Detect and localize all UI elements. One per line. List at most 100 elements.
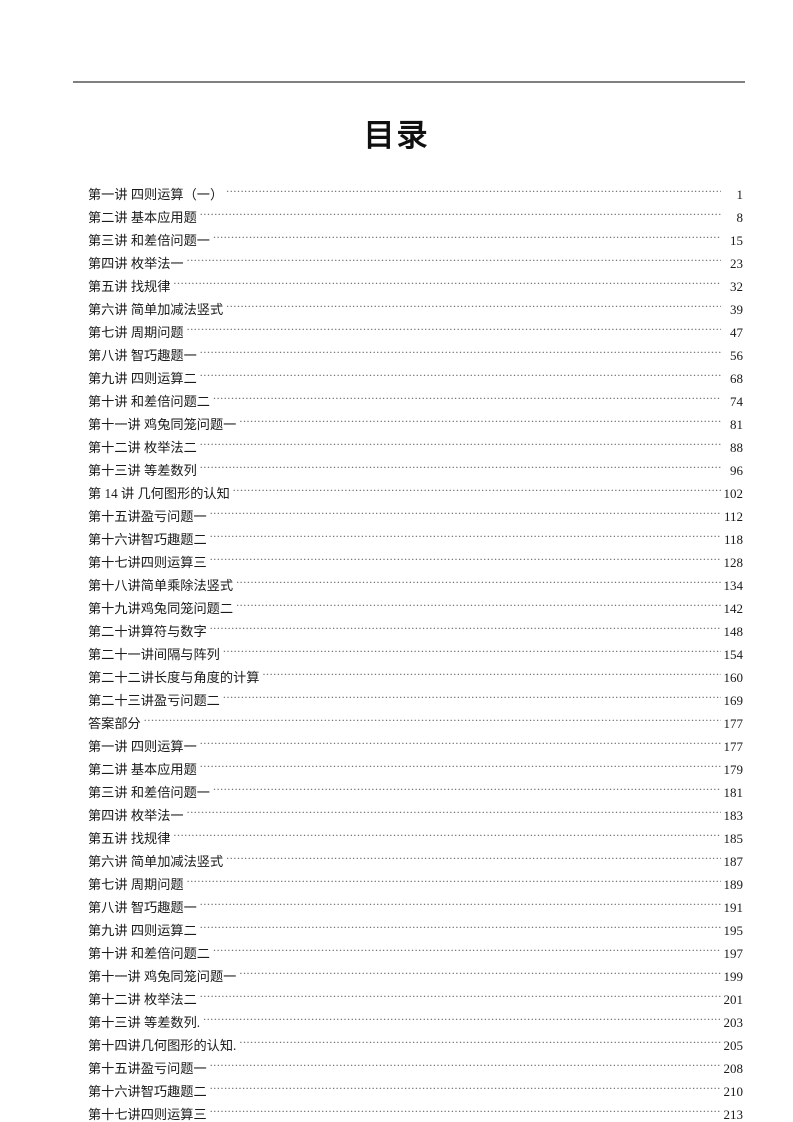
toc-entry[interactable]: 第二讲 基本应用题 8 — [88, 206, 743, 229]
toc-entry[interactable]: 第十一讲 鸡兔同笼问题一 81 — [88, 413, 743, 436]
toc-dot-leader — [200, 439, 721, 452]
toc-entry[interactable]: 第五讲 找规律 185 — [88, 827, 743, 850]
toc-dot-leader — [210, 1083, 721, 1096]
toc-entry-page-number: 199 — [723, 969, 744, 984]
toc-dot-leader — [239, 968, 721, 981]
toc-entry-label: 第三讲 和差倍问题一 — [88, 233, 210, 248]
toc-entry[interactable]: 第三讲 和差倍问题一 181 — [88, 781, 743, 804]
toc-entry[interactable]: 第八讲 智巧趣题一 191 — [88, 896, 743, 919]
toc-entry-label: 第十五讲盈亏问题一 — [88, 509, 207, 524]
toc-entry[interactable]: 第十六讲智巧趣题二 118 — [88, 528, 743, 551]
toc-entry[interactable]: 第五讲 找规律 32 — [88, 275, 743, 298]
toc-entry[interactable]: 第十九讲鸡兔同笼问题二 142 — [88, 597, 743, 620]
toc-entry[interactable]: 第十六讲智巧趣题二 210 — [88, 1080, 743, 1103]
toc-entry-page-number: 160 — [723, 670, 744, 685]
toc-dot-leader — [239, 416, 721, 429]
toc-entry[interactable]: 第二十三讲盈亏问题二 169 — [88, 689, 743, 712]
toc-entry-page-number: 177 — [723, 716, 744, 731]
toc-entry-page-number: 15 — [730, 233, 743, 248]
toc-entry[interactable]: 第一讲 四则运算（一） 1 — [88, 183, 743, 206]
toc-entry-page-number: 189 — [723, 877, 744, 892]
toc-entry-label: 第十六讲智巧趣题二 — [88, 532, 207, 547]
toc-entry[interactable]: 第十讲 和差倍问题二 74 — [88, 390, 743, 413]
toc-entry-page-number: 112 — [723, 509, 743, 524]
toc-entry[interactable]: 第四讲 枚举法一 183 — [88, 804, 743, 827]
toc-entry-page-number: 142 — [723, 601, 744, 616]
toc-entry[interactable]: 第十三讲 等差数列. 203 — [88, 1011, 743, 1034]
toc-entry-page-number: 205 — [723, 1038, 744, 1053]
toc-entry[interactable]: 第七讲 周期问题 47 — [88, 321, 743, 344]
toc-entry[interactable]: 第九讲 四则运算二 195 — [88, 919, 743, 942]
toc-entry-label: 第一讲 四则运算（一） — [88, 187, 224, 202]
toc-entry[interactable]: 第十一讲 鸡兔同笼问题一 199 — [88, 965, 743, 988]
toc-entry[interactable]: 第六讲 简单加减法竖式 187 — [88, 850, 743, 873]
toc-entry-label: 第十七讲四则运算三 — [88, 1107, 207, 1122]
toc-dot-leader — [226, 301, 721, 314]
toc-entry[interactable]: 第十八讲简单乘除法竖式 134 — [88, 574, 743, 597]
toc-dot-leader — [144, 715, 721, 728]
toc-entry-label: 第一讲 四则运算一 — [88, 739, 197, 754]
table-of-contents: 第一讲 四则运算（一） 1 第二讲 基本应用题 8 第三讲 和差倍问题一 15 第四讲 枚举… — [88, 183, 743, 1122]
toc-dot-leader — [173, 278, 721, 291]
toc-entry-page-number: 81 — [730, 417, 743, 432]
toc-entry-page-number: 195 — [723, 923, 744, 938]
toc-entry-page-number: 1 — [736, 187, 744, 202]
toc-dot-leader — [187, 324, 721, 337]
toc-dot-leader — [200, 462, 721, 475]
header-divider-rule — [73, 81, 745, 83]
toc-entry[interactable]: 第九讲 四则运算二 68 — [88, 367, 743, 390]
toc-entry-page-number: 213 — [723, 1107, 744, 1122]
toc-dot-leader — [233, 485, 721, 498]
toc-entry-label: 第十八讲简单乘除法竖式 — [88, 578, 234, 593]
toc-entry-page-number: 32 — [730, 279, 743, 294]
toc-dot-leader — [203, 1014, 721, 1027]
toc-entry-page-number: 183 — [723, 808, 744, 823]
toc-entry[interactable]: 第 14 讲 几何图形的认知 102 — [88, 482, 743, 505]
toc-entry-label: 第十五讲盈亏问题一 — [88, 1061, 207, 1076]
toc-entry-page-number: 201 — [723, 992, 744, 1007]
toc-entry-label: 第十二讲 枚举法二 — [88, 992, 197, 1007]
toc-entry[interactable]: 第二讲 基本应用题 179 — [88, 758, 743, 781]
toc-dot-leader — [200, 761, 721, 774]
toc-entry-page-number: 179 — [723, 762, 744, 777]
toc-dot-leader — [213, 784, 721, 797]
toc-entry[interactable]: 第十七讲四则运算三 128 — [88, 551, 743, 574]
toc-entry[interactable]: 第三讲 和差倍问题一 15 — [88, 229, 743, 252]
toc-entry[interactable]: 第十二讲 枚举法二 88 — [88, 436, 743, 459]
toc-dot-leader — [236, 600, 721, 613]
toc-entry[interactable]: 答案部分 177 — [88, 712, 743, 735]
toc-entry[interactable]: 第十二讲 枚举法二 201 — [88, 988, 743, 1011]
toc-entry[interactable]: 第二十一讲间隔与阵列 154 — [88, 643, 743, 666]
toc-entry-label: 第九讲 四则运算二 — [88, 371, 197, 386]
toc-entry[interactable]: 第六讲 简单加减法竖式 39 — [88, 298, 743, 321]
toc-dot-leader — [200, 370, 721, 383]
toc-entry-label: 第八讲 智巧趣题一 — [88, 348, 197, 363]
toc-dot-leader — [210, 508, 721, 521]
toc-entry-label: 第十三讲 等差数列. — [88, 1015, 201, 1030]
toc-entry[interactable]: 第一讲 四则运算一 177 — [88, 735, 743, 758]
toc-entry[interactable]: 第七讲 周期问题 189 — [88, 873, 743, 896]
toc-dot-leader — [210, 554, 721, 567]
toc-entry-label: 第十三讲 等差数列 — [88, 463, 197, 478]
toc-entry[interactable]: 第十四讲几何图形的认知. 205 — [88, 1034, 743, 1057]
toc-entry[interactable]: 第十五讲盈亏问题一 112 — [88, 505, 743, 528]
toc-entry[interactable]: 第二十讲算符与数字 148 — [88, 620, 743, 643]
toc-entry-page-number: 47 — [730, 325, 743, 340]
toc-dot-leader — [213, 393, 721, 406]
toc-entry[interactable]: 第十讲 和差倍问题二 197 — [88, 942, 743, 965]
toc-dot-leader — [200, 991, 721, 1004]
toc-entry[interactable]: 第十三讲 等差数列 96 — [88, 459, 743, 482]
toc-entry-label: 第二讲 基本应用题 — [88, 210, 197, 225]
toc-entry-page-number: 88 — [730, 440, 743, 455]
toc-entry[interactable]: 第四讲 枚举法一 23 — [88, 252, 743, 275]
toc-entry-label: 第七讲 周期问题 — [88, 877, 184, 892]
toc-dot-leader — [200, 738, 721, 751]
toc-entry-page-number: 74 — [730, 394, 743, 409]
toc-entry[interactable]: 第十五讲盈亏问题一 208 — [88, 1057, 743, 1080]
toc-entry[interactable]: 第十七讲四则运算三 213 — [88, 1103, 743, 1122]
toc-entry-label: 第三讲 和差倍问题一 — [88, 785, 210, 800]
toc-entry[interactable]: 第二十二讲长度与角度的计算 160 — [88, 666, 743, 689]
toc-entry-page-number: 96 — [730, 463, 743, 478]
toc-entry[interactable]: 第八讲 智巧趣题一 56 — [88, 344, 743, 367]
toc-dot-leader — [226, 186, 721, 199]
